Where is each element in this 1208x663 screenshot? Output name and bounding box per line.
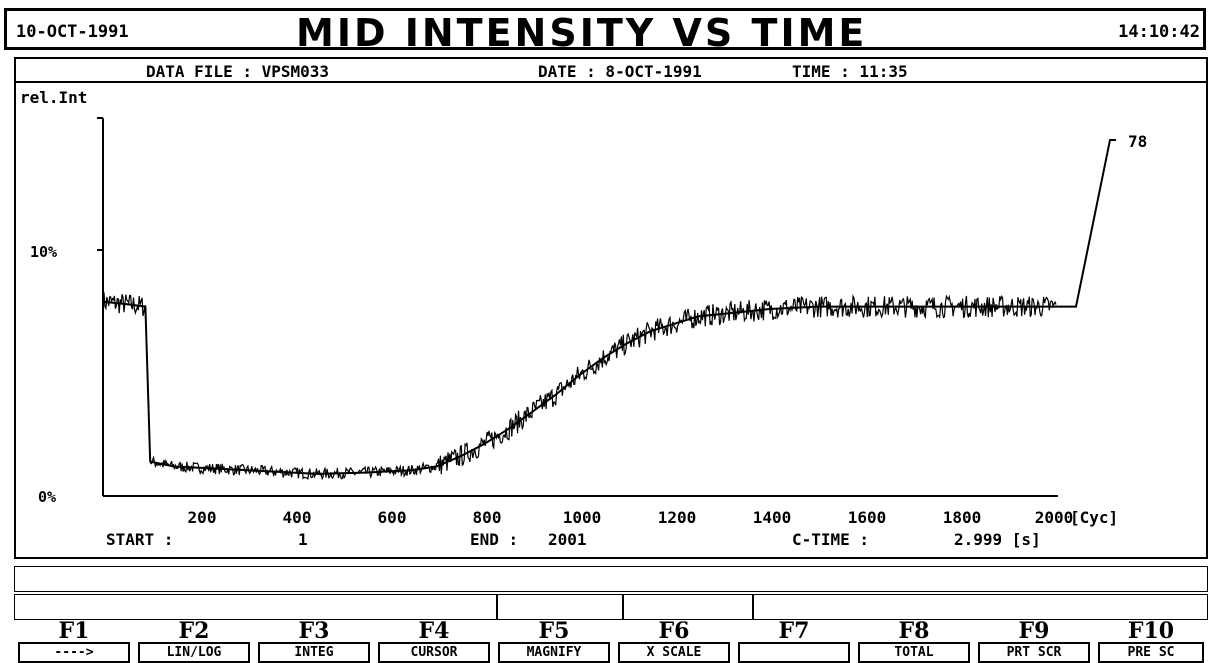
fkey-f4[interactable]: F4 CURSOR — [374, 620, 494, 663]
fkey-f7[interactable]: F7 — [734, 620, 854, 663]
end-value: 2001 — [548, 530, 587, 549]
fkey-number: F4 — [418, 618, 450, 644]
plot-frame — [14, 57, 1208, 559]
data-date-label: DATE : 8-OCT-1991 — [538, 62, 702, 81]
message-divider — [622, 594, 624, 620]
scale-marker-line — [1056, 139, 1116, 308]
screen-title: MID INTENSITY VS TIME — [296, 11, 868, 55]
fkey-label[interactable]: X SCALE — [618, 642, 730, 663]
start-label: START : — [106, 530, 174, 549]
fkey-number: F8 — [898, 618, 930, 644]
fkey-f6[interactable]: F6 X SCALE — [614, 620, 734, 663]
intensity-series-line — [102, 300, 1056, 475]
x-tick-label: 2000 — [1034, 508, 1074, 527]
header-clock: 14:10:42 — [1118, 22, 1200, 42]
fkey-f2[interactable]: F2 LIN/LOG — [134, 620, 254, 663]
fkey-label[interactable]: CURSOR — [378, 642, 490, 663]
x-tick-label: 400 — [282, 508, 312, 527]
x-tick-label: 200 — [187, 508, 217, 527]
fkey-number: F1 — [58, 618, 90, 644]
start-value: 1 — [298, 530, 308, 549]
fkey-number: F5 — [538, 618, 570, 644]
marker-value-label: 78 — [1128, 132, 1148, 151]
fkey-label[interactable]: PRE SC — [1098, 642, 1204, 663]
x-axis-unit: [Cyc] — [1070, 508, 1119, 527]
fkey-f9[interactable]: F9 PRT SCR — [974, 620, 1094, 663]
fkey-label[interactable]: TOTAL — [858, 642, 970, 663]
x-tick-label: 1800 — [942, 508, 982, 527]
fkey-number: F10 — [1127, 618, 1175, 644]
info-bar — [16, 59, 1206, 83]
fkey-f8[interactable]: F8 TOTAL — [854, 620, 974, 663]
fkey-label[interactable]: PRT SCR — [978, 642, 1090, 663]
marker-layer — [1056, 139, 1116, 308]
y-tick-label: 0% — [38, 488, 57, 506]
x-tick-label: 1200 — [657, 508, 697, 527]
fkey-f10[interactable]: F10 PRE SC — [1094, 620, 1208, 663]
x-tick-label: 600 — [377, 508, 407, 527]
message-divider — [752, 594, 754, 620]
data-time-label: TIME : 11:35 — [792, 62, 908, 81]
fkey-label[interactable]: LIN/LOG — [138, 642, 250, 663]
intensity-series-trace — [102, 292, 1057, 481]
fkey-number: F7 — [778, 618, 810, 644]
y-axis-label: rel.Int — [20, 88, 88, 107]
fkey-number: F6 — [658, 618, 690, 644]
message-bar — [14, 594, 1208, 620]
fkey-f3[interactable]: F3 INTEG — [254, 620, 374, 663]
ctime-value: 2.999 [s] — [954, 530, 1041, 549]
fkey-f1[interactable]: F1 ----> — [14, 620, 134, 663]
ctime-label: C-TIME : — [792, 530, 870, 549]
fkey-f5[interactable]: F5 MAGNIFY — [494, 620, 614, 663]
fkey-label[interactable]: INTEG — [258, 642, 370, 663]
data-file-label: DATA FILE : VPSM033 — [146, 62, 330, 81]
x-tick-label: 1400 — [752, 508, 792, 527]
fkey-number: F2 — [178, 618, 210, 644]
status-bar — [14, 566, 1208, 592]
fkey-label[interactable]: ----> — [18, 642, 130, 663]
fkey-label[interactable]: MAGNIFY — [498, 642, 610, 663]
y-tick-label: 10% — [30, 243, 58, 261]
end-label: END : — [470, 530, 519, 549]
header-date: 10-OCT-1991 — [16, 22, 129, 42]
title-bar — [4, 8, 1206, 50]
series-layer — [102, 292, 1057, 481]
fkey-number: F3 — [298, 618, 330, 644]
x-tick-label: 1000 — [562, 508, 602, 527]
message-divider — [496, 594, 498, 620]
fkey-number: F9 — [1018, 618, 1050, 644]
x-tick-label: 1600 — [847, 508, 887, 527]
fkey-label[interactable] — [738, 642, 850, 663]
x-tick-label: 800 — [472, 508, 502, 527]
